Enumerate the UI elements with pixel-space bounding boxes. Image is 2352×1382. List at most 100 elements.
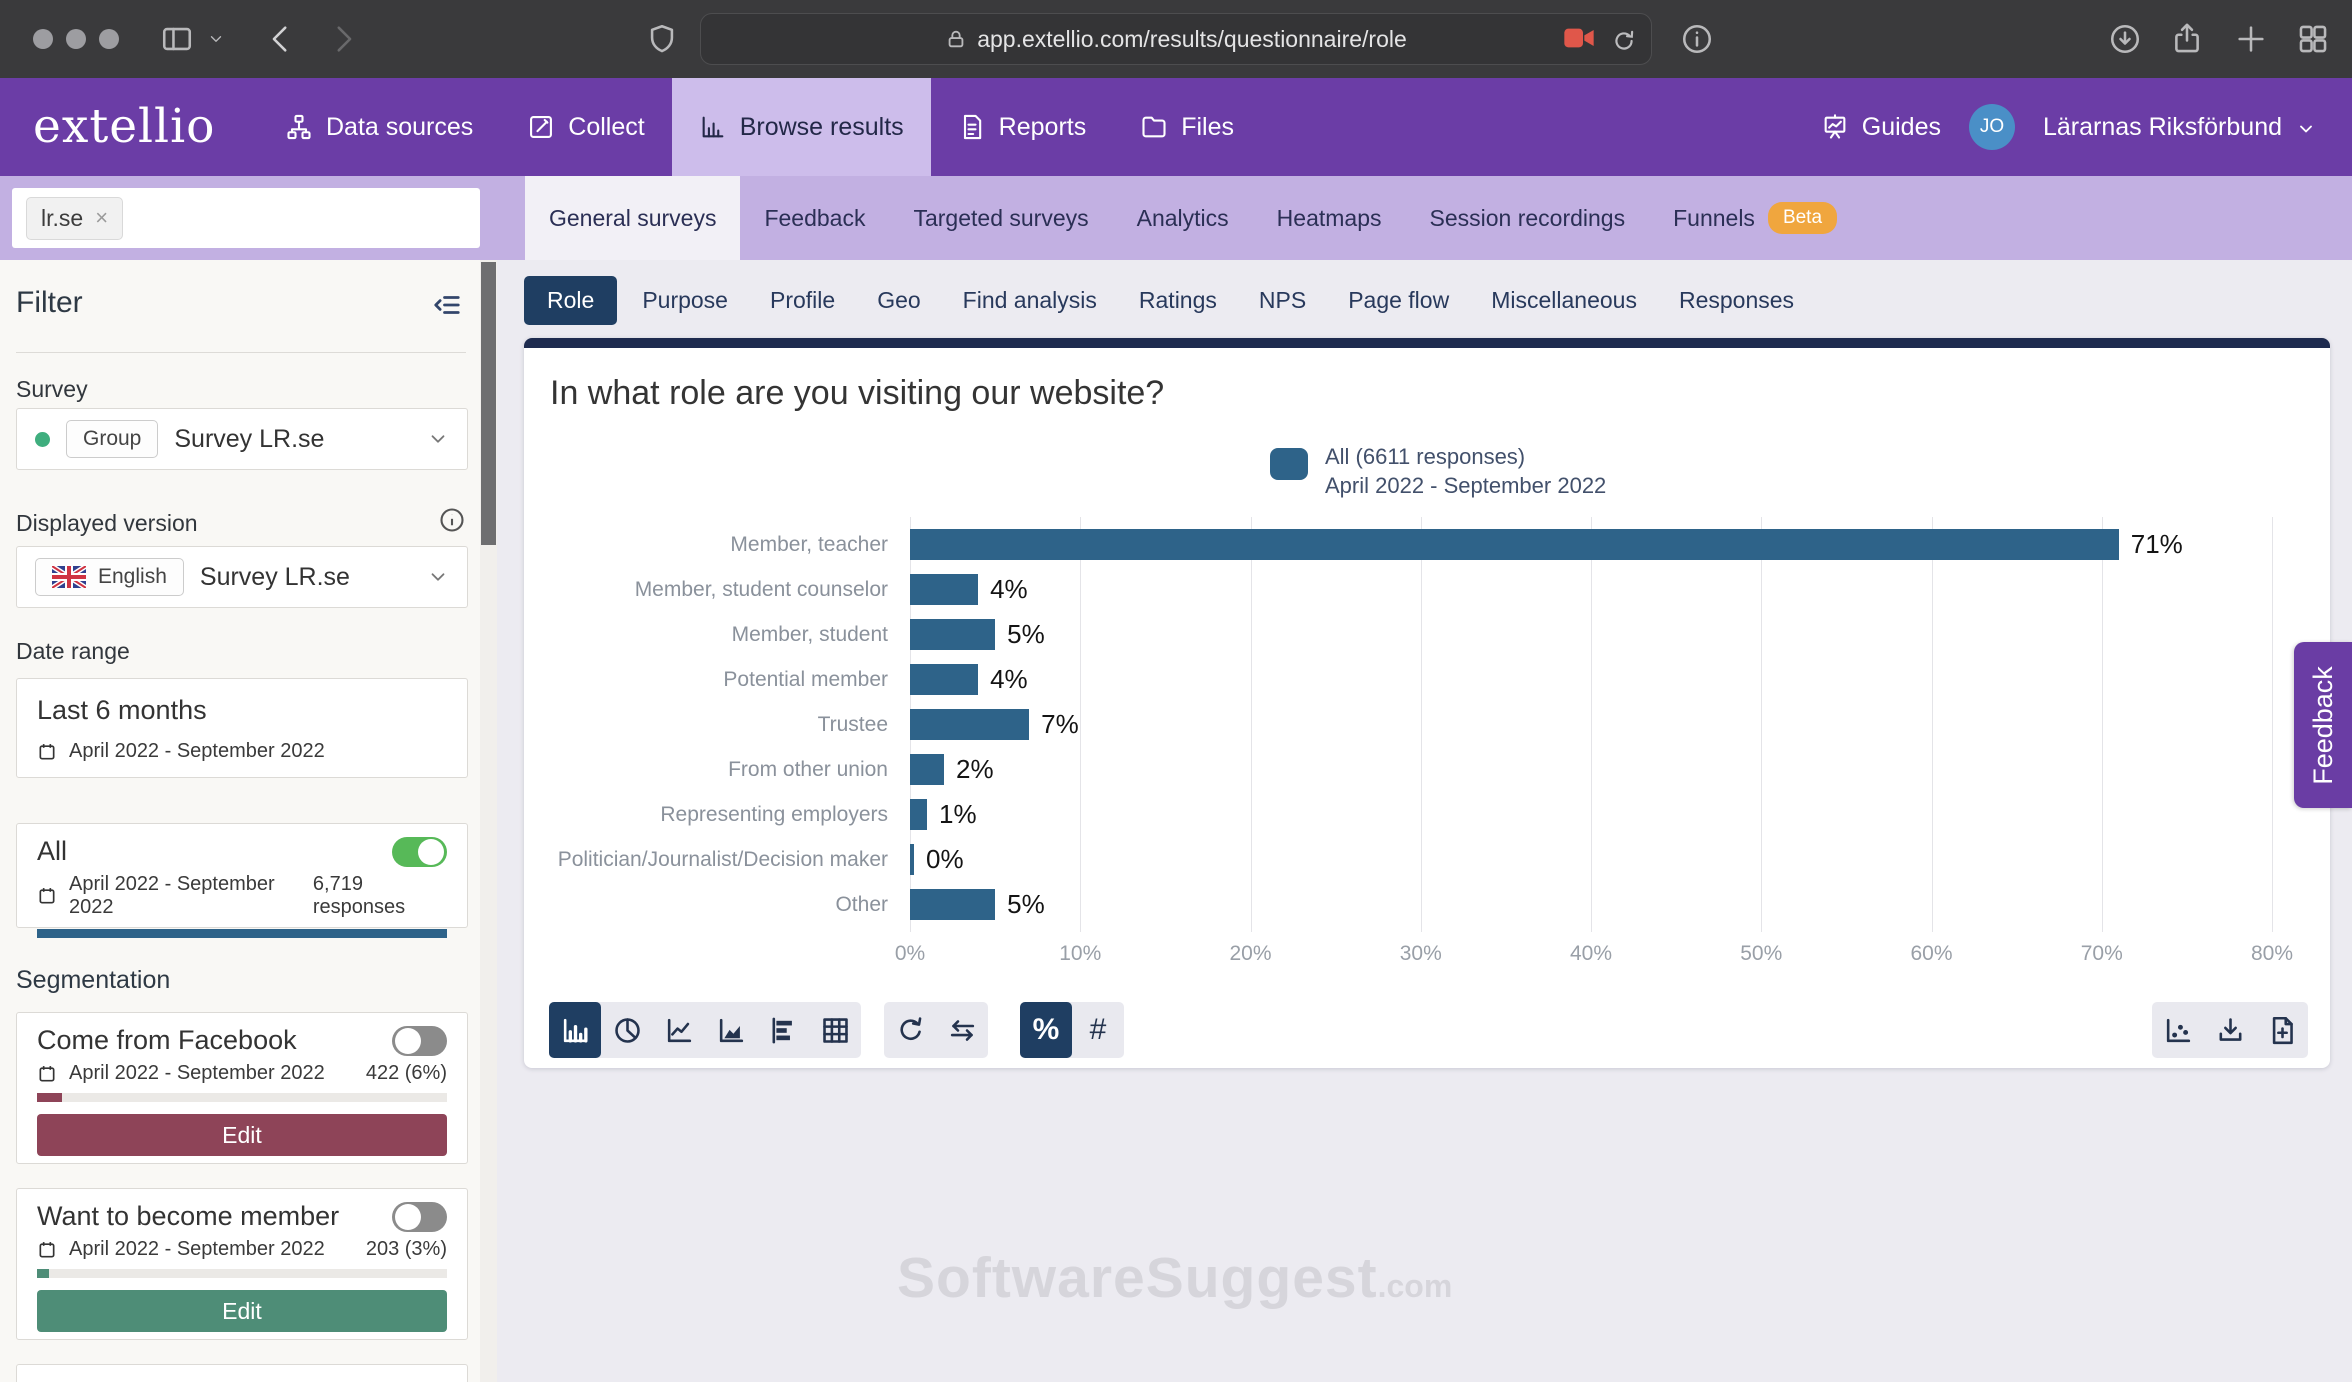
chart-type-bar-button[interactable] [549, 1002, 601, 1058]
swap-axes-button[interactable] [936, 1002, 988, 1058]
date-range-box[interactable]: Last 6 months April 2022 - September 202… [16, 678, 468, 778]
sidebar-scrollbar[interactable] [480, 260, 497, 1382]
tab-overview-icon[interactable] [2296, 22, 2330, 56]
subtab-geo[interactable]: Geo [877, 286, 921, 313]
chart-type-table-button[interactable] [809, 1002, 861, 1058]
nav-item-files[interactable]: Files [1113, 78, 1261, 176]
folder-icon [1142, 116, 1166, 138]
survey-dropdown[interactable]: Group Survey LR.se [16, 408, 468, 470]
tab-analytics[interactable]: Analytics [1113, 176, 1253, 260]
tab-session-recordings[interactable]: Session recordings [1406, 176, 1650, 260]
rotate-chart-button[interactable] [884, 1002, 936, 1058]
x-tick-label: 80% [2250, 942, 2294, 965]
x-tick-label: 10% [1059, 942, 1102, 965]
segment-toggle[interactable] [392, 1201, 447, 1232]
percent-mode-button[interactable]: % [1020, 1002, 1072, 1058]
edit-segment-button[interactable]: Edit [37, 1114, 447, 1156]
all-response-bar [37, 929, 447, 938]
tab-heatmaps[interactable]: Heatmaps [1253, 176, 1406, 260]
segment-bar [37, 1269, 50, 1278]
tab-general-surveys[interactable]: General surveys [525, 176, 741, 260]
filter-heading: Filter [16, 286, 83, 319]
count-mode-button[interactable]: # [1089, 1013, 1107, 1046]
downloads-icon[interactable] [2108, 22, 2142, 56]
window-minimize-button[interactable] [66, 29, 86, 49]
add-to-report-button[interactable] [2256, 1002, 2308, 1058]
share-icon[interactable] [2170, 22, 2204, 56]
filter-chip[interactable]: lr.se × [26, 196, 124, 240]
chip-close-icon[interactable]: × [95, 205, 109, 230]
chart-bar[interactable] [910, 574, 979, 605]
subtab-page-flow[interactable]: Page flow [1348, 286, 1450, 313]
site-filter-input[interactable]: lr.se × [12, 188, 480, 248]
subtab-profile[interactable]: Profile [769, 286, 836, 313]
scatter-analysis-button[interactable] [2152, 1002, 2204, 1058]
subtab-find-analysis[interactable]: Find analysis [962, 286, 1097, 313]
subtab-miscellaneous[interactable]: Miscellaneous [1491, 286, 1637, 313]
chart-bar[interactable] [910, 889, 996, 920]
segment-toggle[interactable] [392, 1025, 447, 1056]
chart-bar[interactable] [910, 799, 928, 830]
info-icon[interactable] [438, 506, 466, 534]
scrollbar-thumb[interactable] [481, 262, 496, 545]
guides-button[interactable]: Guides [1821, 113, 1941, 142]
subtab-nps[interactable]: NPS [1258, 286, 1307, 313]
category-label: Member, student counselor [634, 578, 888, 601]
question-tabs: Role Purpose Profile Geo Find analysis R… [524, 275, 1811, 325]
tab-funnels[interactable]: Funnels Beta [1649, 176, 1861, 260]
account-menu[interactable]: Lärarnas Riksförbund [2043, 113, 2316, 142]
chart-type-line-button[interactable] [653, 1002, 705, 1058]
chart-legend[interactable]: All (6611 responses) April 2022 - Septem… [1270, 442, 1606, 500]
extellio-logo[interactable]: extellio [33, 99, 216, 154]
forward-button-icon[interactable] [326, 22, 360, 56]
subtab-purpose[interactable]: Purpose [642, 286, 728, 313]
chart-type-pie-button[interactable] [601, 1002, 653, 1058]
chart-bar[interactable] [910, 619, 996, 650]
bar-value-label: 4% [990, 664, 1028, 694]
version-dropdown[interactable]: English Survey LR.se [16, 546, 468, 608]
new-tab-icon[interactable] [2234, 22, 2268, 56]
sidebar-chevron-icon[interactable] [205, 30, 227, 48]
chart-type-hbar-button[interactable] [757, 1002, 809, 1058]
feedback-tab[interactable]: Feedback [2294, 642, 2352, 808]
scatter-plot-icon [2166, 1018, 2190, 1042]
sidebar-toggle-icon[interactable] [160, 22, 194, 56]
nav-item-collect[interactable]: Collect [500, 78, 671, 176]
tab-targeted-surveys[interactable]: Targeted surveys [889, 176, 1112, 260]
edit-segment-button[interactable]: Edit [37, 1290, 447, 1332]
watermark: SoftwareSuggest .com [897, 1245, 1452, 1311]
window-zoom-button[interactable] [99, 29, 119, 49]
all-card-title: All [37, 836, 68, 866]
nav-item-data-sources[interactable]: Data sources [258, 78, 500, 176]
chart-type-area-button[interactable] [705, 1002, 757, 1058]
user-avatar[interactable]: JO [1968, 104, 2015, 150]
download-chart-button[interactable] [2204, 1002, 2256, 1058]
window-close-button[interactable] [33, 29, 53, 49]
tab-feedback[interactable]: Feedback [740, 176, 889, 260]
rotate-icon [899, 1016, 921, 1040]
subtab-role[interactable]: Role [524, 275, 618, 325]
back-button-icon[interactable] [264, 22, 298, 56]
reload-icon[interactable] [1611, 28, 1637, 54]
legend-label: All (6611 responses) [1325, 444, 1526, 469]
nav-item-reports[interactable]: Reports [931, 78, 1114, 176]
subtab-responses[interactable]: Responses [1678, 286, 1795, 313]
chart-bar[interactable] [910, 664, 979, 695]
collapse-panel-icon[interactable] [432, 290, 462, 320]
chart-bar[interactable] [910, 709, 1030, 740]
segment-bar [37, 1093, 62, 1102]
nav-item-browse-results[interactable]: Browse results [671, 78, 931, 176]
chart-bar[interactable] [910, 529, 2119, 560]
category-label: Politician/Journalist/Decision maker [557, 848, 888, 871]
table-icon [822, 1017, 848, 1043]
displayed-version-label: Displayed version [16, 510, 198, 536]
address-bar[interactable]: app.extellio.com/results/questionnaire/r… [700, 13, 1652, 65]
chart-plot: 0% 10% 20% 30% 40% 50% 60% 70% 80% Member, teache… [524, 517, 2330, 987]
chart-bar[interactable] [910, 844, 914, 875]
video-camera-icon[interactable] [1563, 24, 1595, 58]
privacy-shield-icon[interactable] [645, 22, 679, 56]
all-toggle[interactable] [392, 836, 447, 867]
reader-info-icon[interactable] [1680, 22, 1714, 56]
subtab-ratings[interactable]: Ratings [1138, 286, 1217, 313]
chart-bar[interactable] [910, 754, 945, 785]
